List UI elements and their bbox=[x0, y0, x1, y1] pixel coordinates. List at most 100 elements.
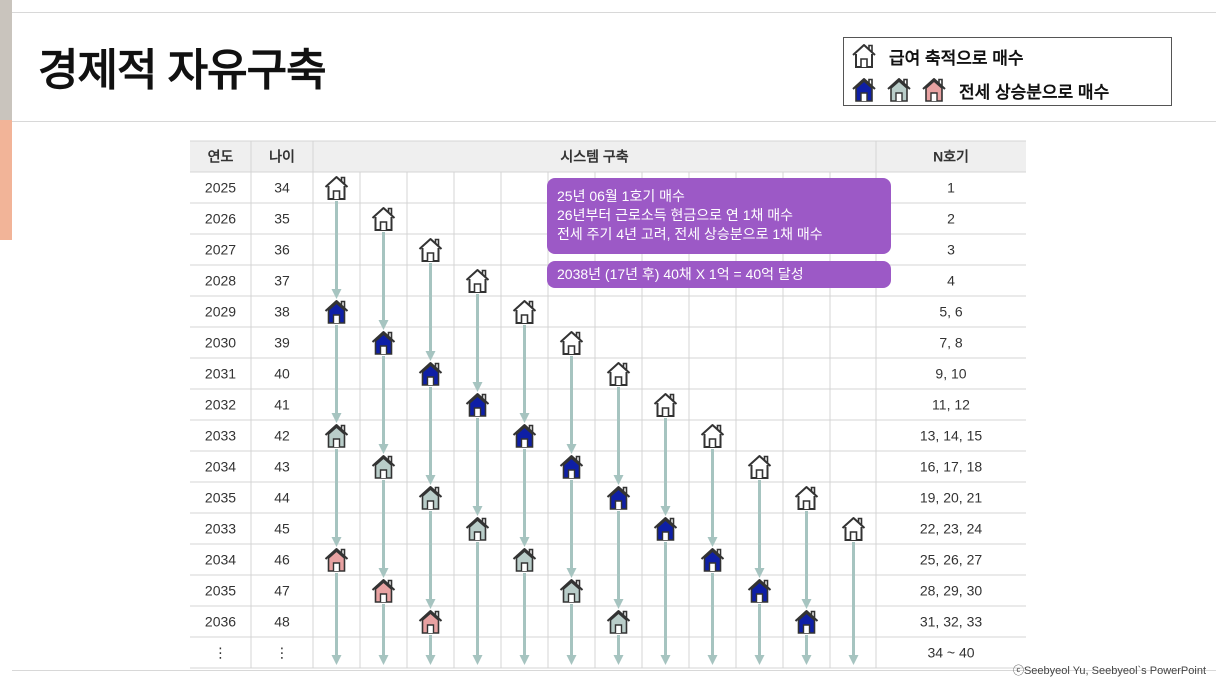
page-title: 경제적 자유구축 bbox=[38, 46, 327, 95]
arrow-head bbox=[754, 568, 765, 578]
legend-row-salary: 급여 축적으로 매수 bbox=[850, 42, 1024, 70]
cell-age: 46 bbox=[274, 552, 290, 568]
cell-year: 2025 bbox=[205, 180, 236, 196]
arrow-head bbox=[519, 655, 530, 665]
arrow-head bbox=[378, 568, 389, 578]
house-gray-icon bbox=[606, 610, 631, 634]
house-outline-icon bbox=[371, 207, 396, 231]
arrow-head bbox=[425, 599, 436, 609]
legend-row-jeonse: 전세 상승분으로 매수 bbox=[850, 76, 1109, 104]
arrow-head bbox=[425, 655, 436, 665]
cell-age: ⋮ bbox=[275, 645, 289, 661]
arrow-head bbox=[472, 382, 483, 392]
house-blue-icon bbox=[559, 455, 584, 479]
cell-year: 2034 bbox=[205, 552, 236, 568]
cell-year: 2033 bbox=[205, 428, 236, 444]
house-gray-icon bbox=[324, 424, 349, 448]
house-blue-icon bbox=[512, 424, 537, 448]
arrow-head bbox=[566, 444, 577, 454]
decorative-bar-gray bbox=[0, 0, 12, 120]
house-outline-icon bbox=[794, 486, 819, 510]
cell-n-units: 34 ~ 40 bbox=[927, 645, 974, 661]
arrow-head bbox=[801, 599, 812, 609]
house-outline-icon bbox=[512, 300, 537, 324]
house-outline-icon bbox=[606, 362, 631, 386]
cell-n-units: 25, 26, 27 bbox=[920, 552, 982, 568]
cell-n-units: 9, 10 bbox=[935, 366, 966, 382]
house-outline-icon bbox=[841, 517, 866, 541]
copyright-text: ⓒSeebyeol Yu, Seebyeol`s PowerPoint bbox=[1012, 665, 1206, 677]
header-year: 연도 bbox=[208, 149, 234, 165]
plan-note-line-3: 전세 주기 4년 고려, 전세 상승분으로 1채 매수 bbox=[557, 226, 823, 242]
arrow-head bbox=[707, 655, 718, 665]
arrow-head bbox=[613, 475, 624, 485]
top-divider bbox=[12, 12, 1216, 13]
cell-year: ⋮ bbox=[214, 645, 228, 661]
house-gray-icon bbox=[465, 517, 490, 541]
cell-year: 2029 bbox=[205, 304, 236, 320]
cell-year: 2027 bbox=[205, 242, 236, 258]
legend-jeonse-label: 전세 상승분으로 매수 bbox=[959, 82, 1110, 102]
cell-year: 2031 bbox=[205, 366, 236, 382]
cell-year: 2035 bbox=[205, 583, 236, 599]
goal-note: 2038년 (17년 후) 40채 X 1억 = 40억 달성 bbox=[547, 261, 891, 288]
arrow-head bbox=[660, 506, 671, 516]
cell-age: 40 bbox=[274, 366, 290, 382]
plan-summary-note: 25년 06월 1호기 매수 26년부터 근로소득 현금으로 연 1채 매수 전… bbox=[547, 178, 891, 254]
arrow-head bbox=[801, 655, 812, 665]
arrow-head bbox=[660, 655, 671, 665]
arrow-head bbox=[378, 444, 389, 454]
cell-year: 2030 bbox=[205, 335, 236, 351]
house-outline-icon bbox=[700, 424, 725, 448]
cell-year: 2035 bbox=[205, 490, 236, 506]
bottom-divider bbox=[12, 670, 1216, 671]
cell-age: 37 bbox=[274, 273, 290, 289]
table-header-bg bbox=[190, 141, 1026, 172]
house-blue-icon bbox=[465, 393, 490, 417]
house-outline-icon bbox=[653, 393, 678, 417]
cell-age: 48 bbox=[274, 614, 290, 630]
cell-age: 45 bbox=[274, 521, 290, 537]
arrow-head bbox=[331, 655, 342, 665]
cell-age: 42 bbox=[274, 428, 290, 444]
arrow-head bbox=[707, 537, 718, 547]
cell-age: 43 bbox=[274, 459, 290, 475]
cell-n-units: 28, 29, 30 bbox=[920, 583, 982, 599]
cell-n-units: 7, 8 bbox=[939, 335, 963, 351]
cell-year: 2026 bbox=[205, 211, 236, 227]
cell-n-units: 13, 14, 15 bbox=[920, 428, 982, 444]
header-n-units: N호기 bbox=[933, 149, 969, 165]
house-outline-icon bbox=[465, 269, 490, 293]
arrow-head bbox=[472, 655, 483, 665]
cell-n-units: 2 bbox=[947, 211, 955, 227]
house-pink-icon bbox=[324, 548, 349, 572]
plan-note-line-1: 25년 06월 1호기 매수 bbox=[557, 188, 685, 204]
legend-salary-label: 급여 축적으로 매수 bbox=[889, 48, 1024, 68]
cell-year: 2036 bbox=[205, 614, 236, 630]
arrow-head bbox=[331, 537, 342, 547]
arrow-head bbox=[472, 506, 483, 516]
cell-n-units: 4 bbox=[947, 273, 955, 289]
arrow-head bbox=[378, 320, 389, 330]
house-blue-icon bbox=[418, 362, 443, 386]
arrow-head bbox=[848, 655, 859, 665]
house-blue-icon bbox=[324, 300, 349, 324]
header-age: 나이 bbox=[269, 149, 295, 165]
house-pink-icon bbox=[371, 579, 396, 603]
cell-n-units: 11, 12 bbox=[932, 397, 970, 413]
house-gray-icon bbox=[559, 579, 584, 603]
cell-year: 2028 bbox=[205, 273, 236, 289]
arrow-head bbox=[519, 537, 530, 547]
arrow-head bbox=[754, 655, 765, 665]
cell-age: 39 bbox=[274, 335, 290, 351]
house-gray-icon bbox=[371, 455, 396, 479]
cell-n-units: 16, 17, 18 bbox=[920, 459, 982, 475]
house-blue-icon bbox=[371, 331, 396, 355]
cell-year: 2034 bbox=[205, 459, 236, 475]
header-divider bbox=[12, 121, 1216, 122]
arrow-head bbox=[378, 655, 389, 665]
cell-n-units: 5, 6 bbox=[939, 304, 963, 320]
cell-year: 2033 bbox=[205, 521, 236, 537]
plan-note-line-2: 26년부터 근로소득 현금으로 연 1채 매수 bbox=[557, 207, 794, 223]
house-outline-icon bbox=[559, 331, 584, 355]
